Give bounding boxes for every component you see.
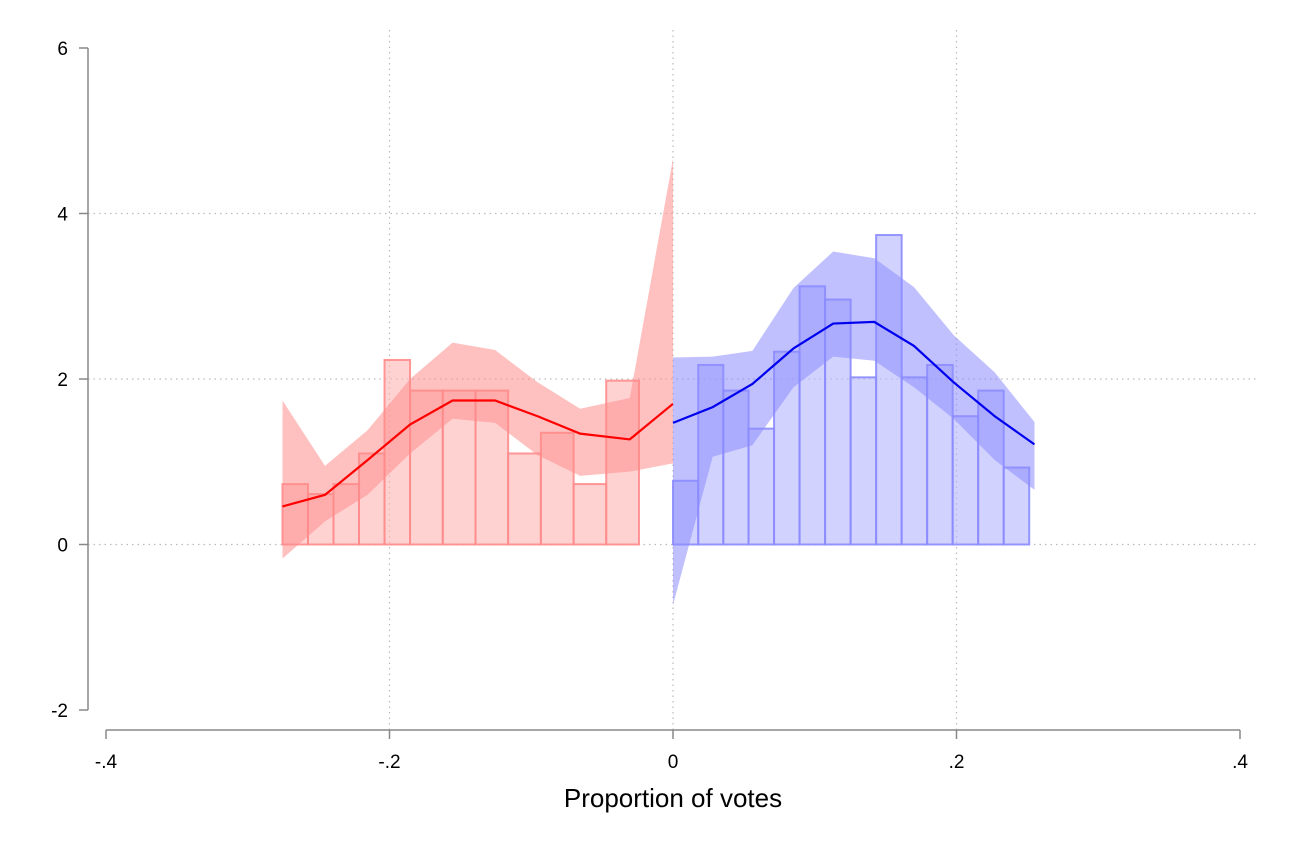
right-side-series <box>672 234 1036 605</box>
y-tick-label: -2 <box>51 701 68 722</box>
axes <box>79 47 1241 739</box>
y-tick-label: 0 <box>57 536 68 557</box>
x-tick-label: -.2 <box>378 752 400 773</box>
y-tick-label: 6 <box>57 39 68 60</box>
right-fit-line <box>672 320 1036 446</box>
x-tick-label: 0 <box>668 752 679 773</box>
left-fit-line <box>282 399 674 508</box>
x-tick-label: .4 <box>1232 752 1248 773</box>
x-tick-label: .2 <box>949 752 965 773</box>
right-histogram-bar <box>747 427 776 546</box>
gridlines <box>88 30 1258 730</box>
left-side-series <box>281 158 674 559</box>
x-tick-label: -.4 <box>95 752 118 773</box>
left-histogram-bar <box>572 483 608 546</box>
right-histogram-bar <box>849 376 878 546</box>
tick-labels: -2 0 2 4 6 -.4 -.2 0 .2 .4 <box>51 39 1248 773</box>
x-axis-title: Proportion of votes <box>564 783 782 813</box>
y-tick-label: 4 <box>57 205 68 226</box>
left-histogram-bar <box>507 452 542 546</box>
right-histogram-bar <box>900 376 929 546</box>
right-confidence-band <box>673 251 1035 605</box>
left-confidence-band <box>282 158 673 559</box>
y-tick-label: 2 <box>57 370 68 391</box>
